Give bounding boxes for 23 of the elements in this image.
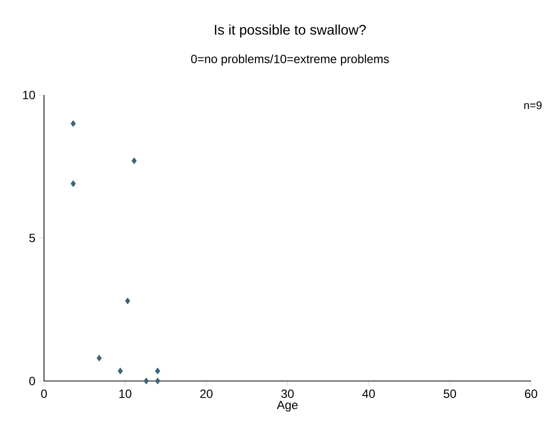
x-tick-label: 50 (444, 390, 456, 398)
point (70, 120, 76, 127)
point (144, 378, 149, 384)
x-tick-label: 20 (200, 390, 213, 398)
x-axis-title: Age (276, 400, 298, 412)
annotation: n=9 (524, 101, 542, 110)
y-tick-label: 5 (29, 234, 35, 242)
point (125, 298, 130, 304)
y-tick-label: 10 (23, 90, 36, 100)
x-tick-label: 40 (362, 390, 375, 398)
x-tick-label: 30 (281, 390, 294, 398)
x-tick-label: 10 (119, 390, 132, 398)
point (132, 157, 137, 164)
chart-subtitle: 0=no problems/10=extreme problems (191, 54, 389, 66)
point (155, 378, 160, 384)
x-tick-label: 0 (41, 390, 47, 398)
point (118, 368, 123, 374)
point (70, 180, 76, 188)
point (155, 368, 160, 374)
y-tick-label: 0 (29, 376, 36, 386)
x-tick-label: 60 (524, 390, 538, 398)
point (96, 354, 102, 362)
chart-title: Is it possible to swallow? (214, 24, 366, 38)
